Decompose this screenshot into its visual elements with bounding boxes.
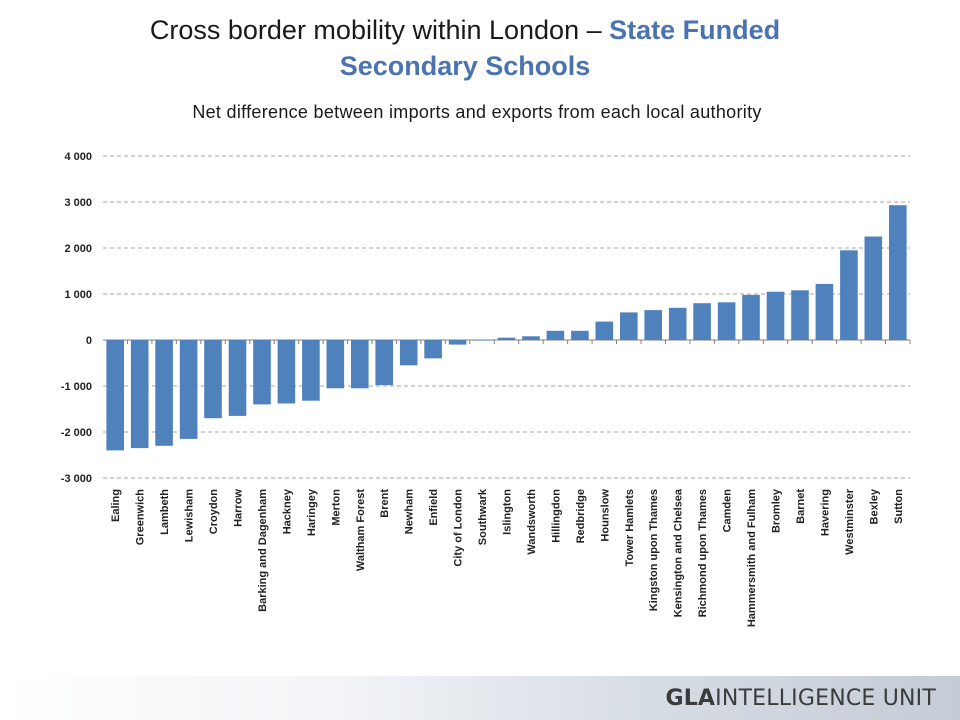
bar [668, 307, 687, 340]
x-tick-label: Lewisham [184, 489, 196, 542]
bar [864, 236, 883, 340]
x-tick-label: Bromley [771, 488, 783, 533]
bar [179, 340, 198, 439]
bar [815, 283, 834, 340]
x-tick-label: Havering [819, 489, 831, 536]
x-tick-label: Sutton [893, 489, 905, 524]
x-tick-label: Richmond upon Thames [697, 489, 709, 617]
y-tick-label: -1 000 [61, 381, 92, 393]
bar [742, 294, 760, 340]
title-text: Cross border mobility within London – [149, 15, 610, 45]
x-tick-label: Hillingdon [550, 489, 562, 543]
bar [326, 340, 345, 389]
x-tick-label: Camden [722, 489, 734, 533]
chart-subtitle: Net difference between imports and expor… [192, 102, 762, 122]
x-tick-label: Southwark [477, 488, 489, 545]
bar [351, 340, 369, 389]
x-tick-label: Bexley [868, 488, 880, 524]
x-tick-label: Harrow [233, 489, 245, 527]
bar [130, 340, 149, 449]
bar [448, 340, 467, 345]
brand-unit: INTELLIGENCE UNIT [715, 686, 936, 711]
x-tick-label: Croydon [208, 489, 220, 535]
x-tick-label: Merton [330, 489, 342, 526]
bar-chart: 4 000 3 000 2 000 1 000 0 -1 000 -2 000 -3 000 E… [61, 151, 911, 627]
bar [620, 312, 638, 340]
y-tick-label: 2 000 [64, 243, 92, 255]
chart-title: Cross border mobility within London – St… [0, 12, 930, 84]
bar [497, 337, 516, 340]
bar [228, 340, 247, 416]
bar [595, 321, 614, 340]
bar [302, 340, 320, 401]
x-tick-label: Redbridge [575, 489, 587, 543]
bar [717, 302, 736, 340]
bar [791, 290, 809, 340]
x-tick-label: Kensington and Chelsea [673, 488, 685, 617]
y-tick-label: 4 000 [64, 151, 92, 163]
brand-logo: GLAINTELLIGENCE UNIT [665, 686, 936, 711]
bar [889, 205, 907, 340]
x-tick-label: Waltham Forest [355, 489, 367, 571]
bar [155, 340, 173, 446]
bar [840, 250, 858, 340]
bar [106, 340, 124, 451]
x-tick-label: Newham [404, 489, 416, 534]
bar [375, 340, 393, 386]
bar [253, 340, 271, 405]
bar [204, 340, 222, 419]
x-tick-label: Hackney [281, 488, 293, 534]
title-highlight: State Funded [609, 15, 781, 45]
y-tick-label: 3 000 [64, 197, 92, 209]
x-tick-label: Barnet [795, 489, 807, 524]
x-tick-label: Islington [502, 489, 514, 535]
x-tick-label: Barking and Dagenham [257, 489, 269, 612]
brand-gla: GLA [665, 686, 716, 711]
bar [399, 340, 418, 366]
footer-band [0, 676, 960, 720]
x-tick-label: Hammersmith and Fulham [746, 489, 758, 627]
title-highlight-line2: Secondary Schools [339, 51, 591, 81]
y-tick-label: 1 000 [64, 289, 92, 301]
x-tick-label: Enfield [428, 489, 440, 526]
x-tick-label: Ealing [110, 489, 122, 522]
y-tick-label: -3 000 [61, 473, 92, 485]
bar [693, 303, 711, 340]
x-tick-label: Wandsworth [526, 489, 538, 555]
bar [766, 291, 785, 340]
x-tick-label: Lambeth [159, 489, 171, 535]
y-tick-label: 0 [86, 335, 92, 347]
x-tick-label: City of London [453, 489, 465, 567]
x-tick-label: Greenwich [135, 489, 147, 546]
x-tick-label: Kingston upon Thames [648, 489, 660, 611]
bar [644, 310, 662, 340]
bar [424, 340, 442, 359]
x-tick-label: Westminster [844, 488, 856, 555]
x-tick-label: Brent [379, 489, 391, 518]
bar [546, 330, 565, 340]
bar [522, 336, 540, 340]
x-tick-label: Tower Hamlets [624, 489, 636, 566]
bar [473, 340, 491, 341]
x-tick-label: Hounslow [599, 489, 611, 542]
y-tick-label: -2 000 [61, 427, 92, 439]
bar [277, 340, 296, 404]
bar [571, 330, 589, 340]
x-tick-label: Haringey [306, 488, 318, 536]
